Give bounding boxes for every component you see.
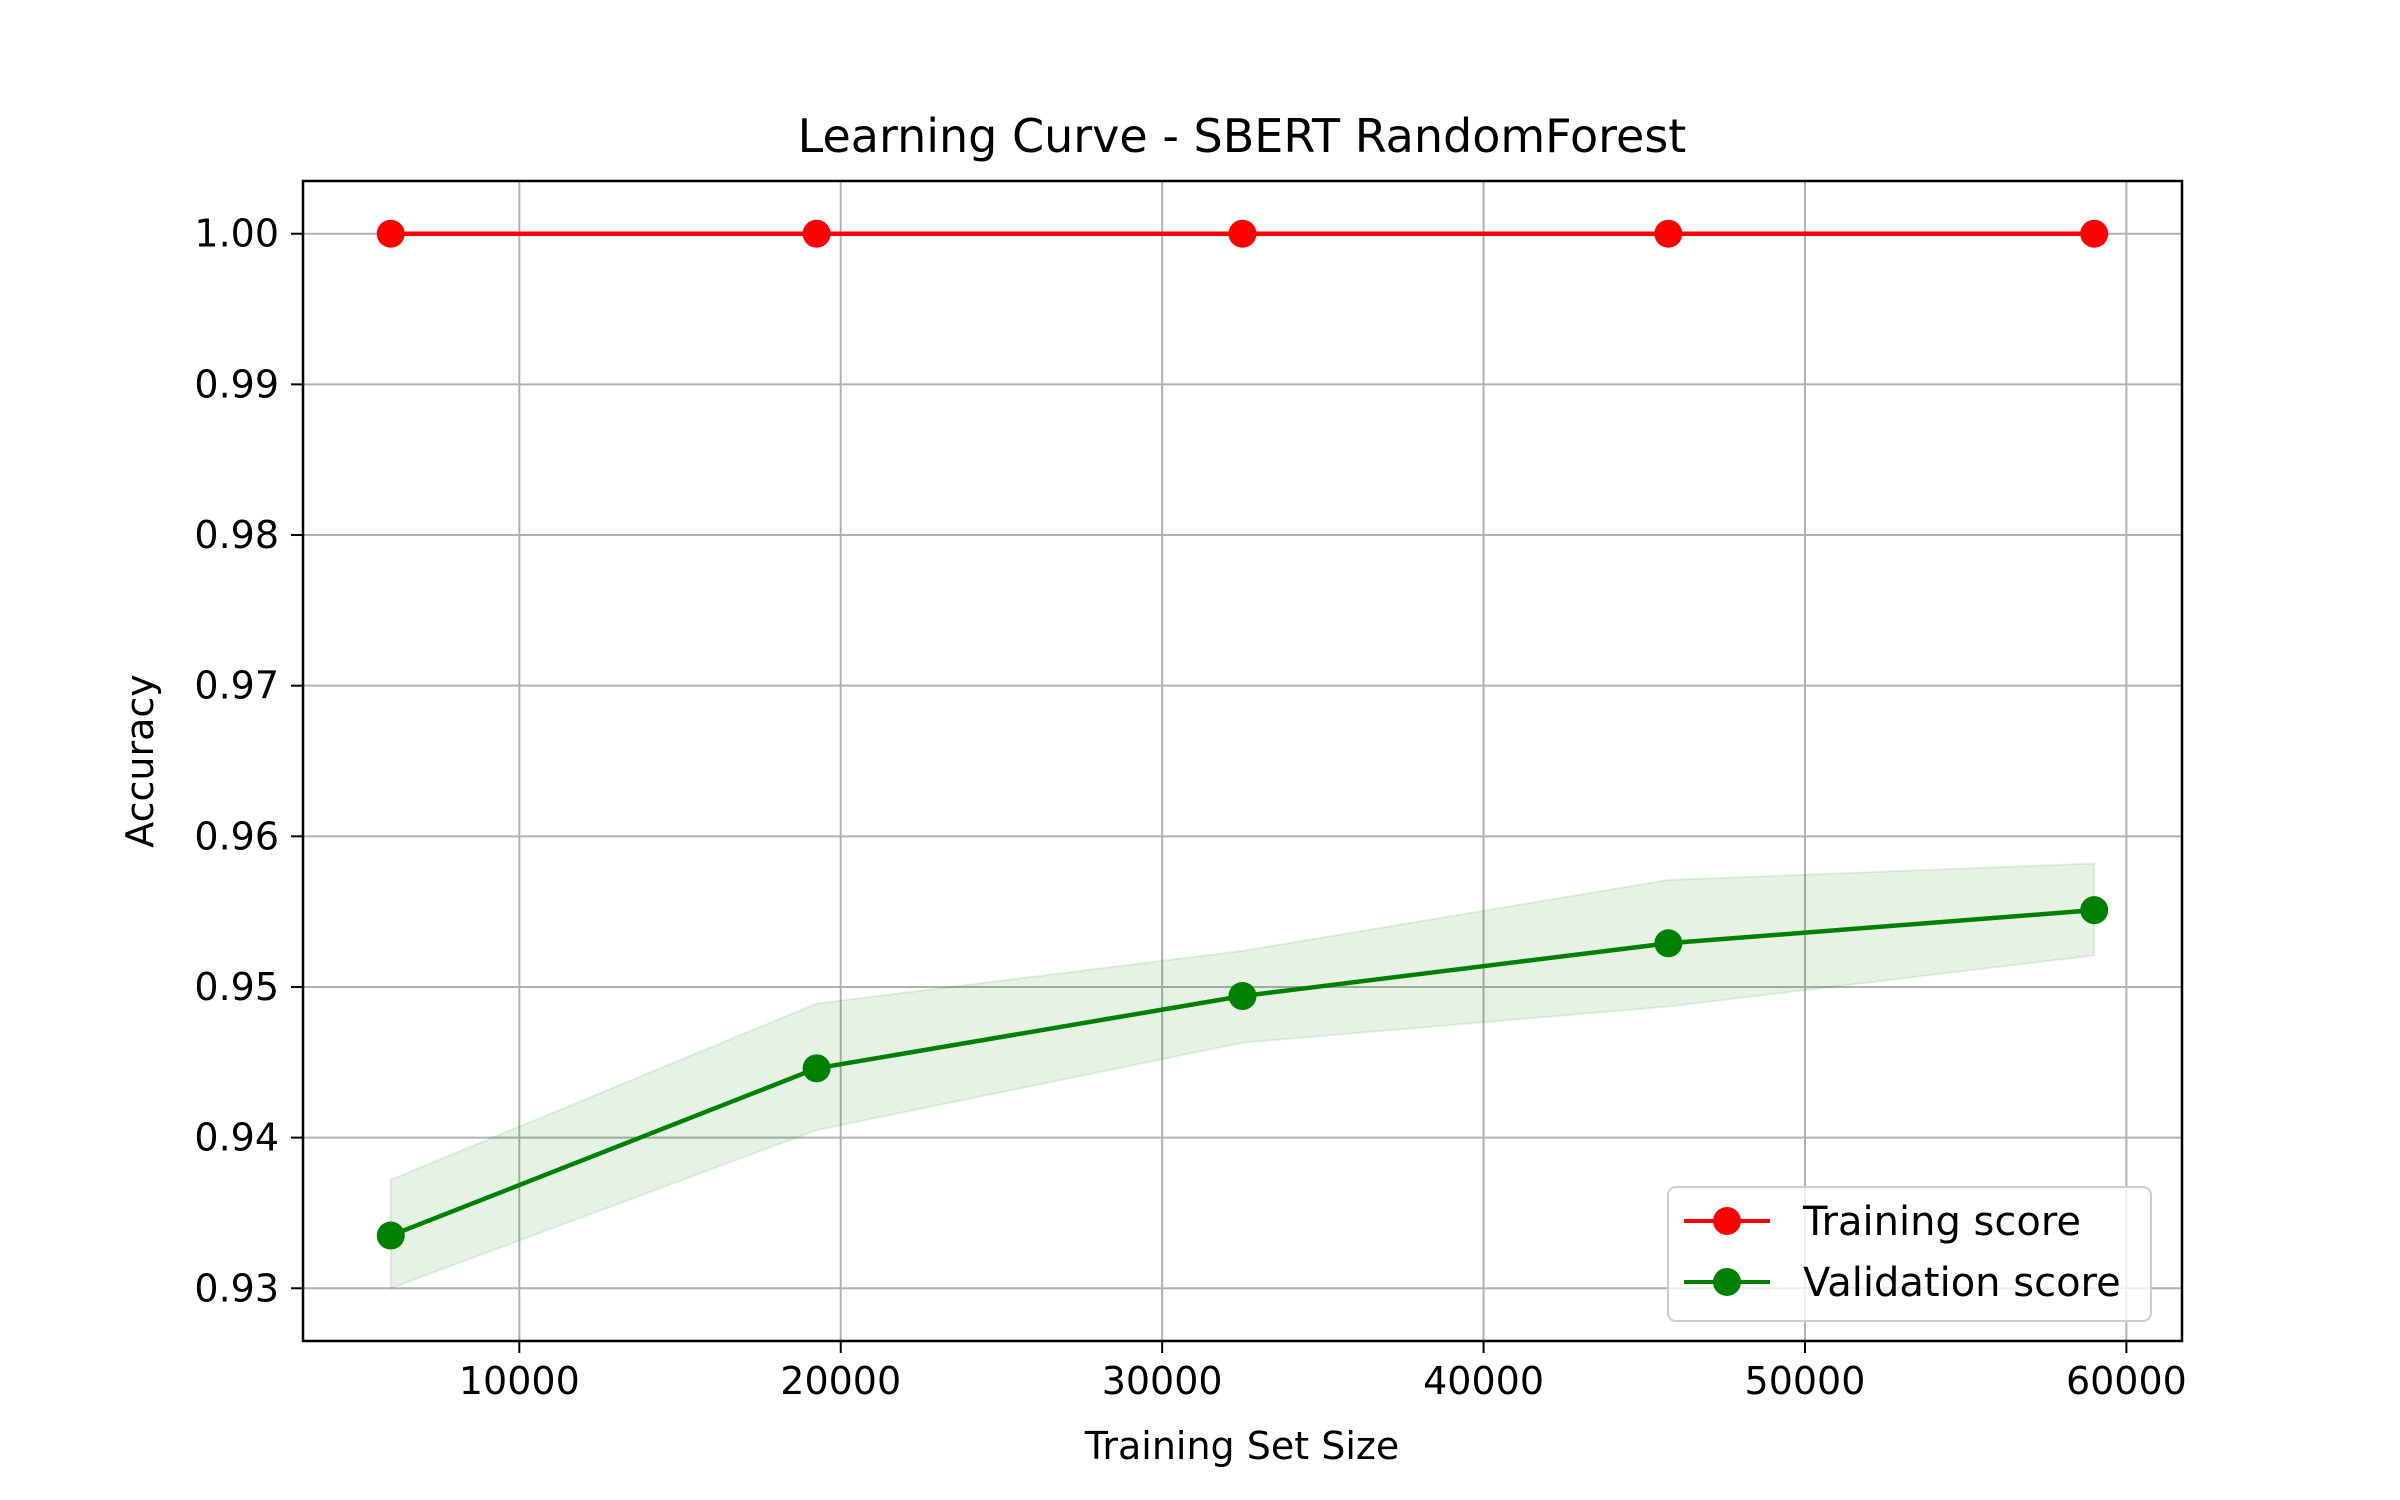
legend-box [1667, 1186, 2152, 1322]
y-tick-label: 0.94 [194, 1116, 279, 1160]
x-axis-label: Training Set Size [1084, 1424, 1400, 1468]
legend-label-validation: Validation score [1803, 1260, 2121, 1306]
legend-marker-training [1713, 1207, 1741, 1235]
x-tick-label: 60000 [2066, 1359, 2187, 1403]
point-validation [1654, 929, 1683, 958]
chart-title: Learning Curve - SBERT RandomForest [798, 109, 1687, 163]
point-training [1654, 219, 1683, 248]
x-tick-label: 30000 [1102, 1359, 1223, 1403]
point-training [376, 219, 405, 248]
y-tick-label: 1.00 [194, 212, 279, 256]
point-validation [1228, 982, 1257, 1011]
point-validation [376, 1221, 405, 1250]
y-axis-ticks: 0.93 0.94 0.95 0.96 0.97 0.98 0.99 1.00 [194, 212, 303, 1310]
x-tick-label: 20000 [780, 1359, 901, 1403]
y-tick-label: 0.93 [194, 1266, 279, 1310]
y-tick-label: 0.96 [194, 814, 279, 858]
legend-label-training: Training score [1802, 1199, 2081, 1245]
point-training [802, 219, 831, 248]
legend: Training score Validation score [1667, 1186, 2152, 1322]
y-tick-label: 0.97 [194, 664, 279, 708]
band-validation [389, 862, 2096, 1290]
plot-frame [301, 179, 2184, 1343]
legend-marker-validation [1713, 1268, 1741, 1296]
x-axis-ticks: 10000 20000 30000 40000 50000 60000 [459, 1341, 2187, 1403]
point-training [2080, 219, 2109, 248]
x-tick-label: 50000 [1745, 1359, 1866, 1403]
point-validation [2080, 896, 2109, 925]
point-validation [802, 1054, 831, 1083]
y-tick-label: 0.98 [194, 513, 279, 557]
x-tick-label: 10000 [459, 1359, 580, 1403]
series-markers [376, 219, 2109, 1250]
y-axis-label: Accuracy [118, 674, 162, 848]
y-tick-label: 0.99 [194, 362, 279, 406]
y-tick-label: 0.95 [194, 965, 279, 1009]
point-training [1228, 219, 1257, 248]
x-tick-label: 40000 [1423, 1359, 1544, 1403]
